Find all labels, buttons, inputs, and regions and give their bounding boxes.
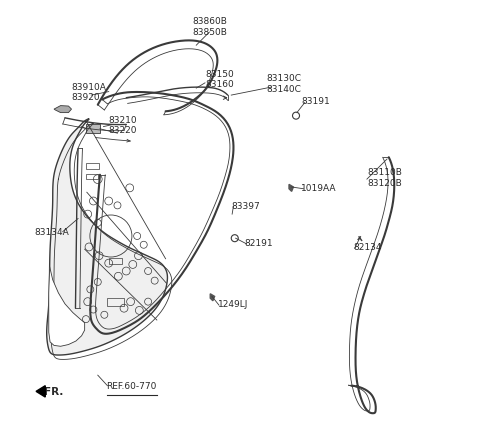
Text: 82134: 82134 [354,243,382,252]
Text: 83860B
83850B: 83860B 83850B [192,17,227,37]
Bar [86,174,98,180]
Text: 83130C
83140C: 83130C 83140C [266,74,301,93]
Text: FR.: FR. [44,386,63,396]
FancyBboxPatch shape [86,125,100,134]
Text: 83134A: 83134A [35,228,69,237]
Polygon shape [210,294,215,301]
Text: 83191: 83191 [301,97,330,106]
Text: 83397: 83397 [231,201,260,210]
Bar [107,298,124,306]
Polygon shape [47,120,168,355]
Text: 83910A
83920: 83910A 83920 [72,82,107,102]
Polygon shape [36,386,45,397]
Polygon shape [54,106,72,113]
Polygon shape [289,185,293,192]
Text: 1249LJ: 1249LJ [218,300,249,309]
Text: 83150
83160: 83150 83160 [205,70,234,89]
Text: 82191: 82191 [244,239,273,247]
Text: REF.60-770: REF.60-770 [107,381,157,390]
Text: 83210
83220: 83210 83220 [108,115,137,135]
Text: 83110B
83120B: 83110B 83120B [367,168,402,187]
Text: 1019AA: 1019AA [301,184,337,193]
Polygon shape [49,267,84,346]
Bar [108,258,122,265]
Bar [86,163,99,170]
